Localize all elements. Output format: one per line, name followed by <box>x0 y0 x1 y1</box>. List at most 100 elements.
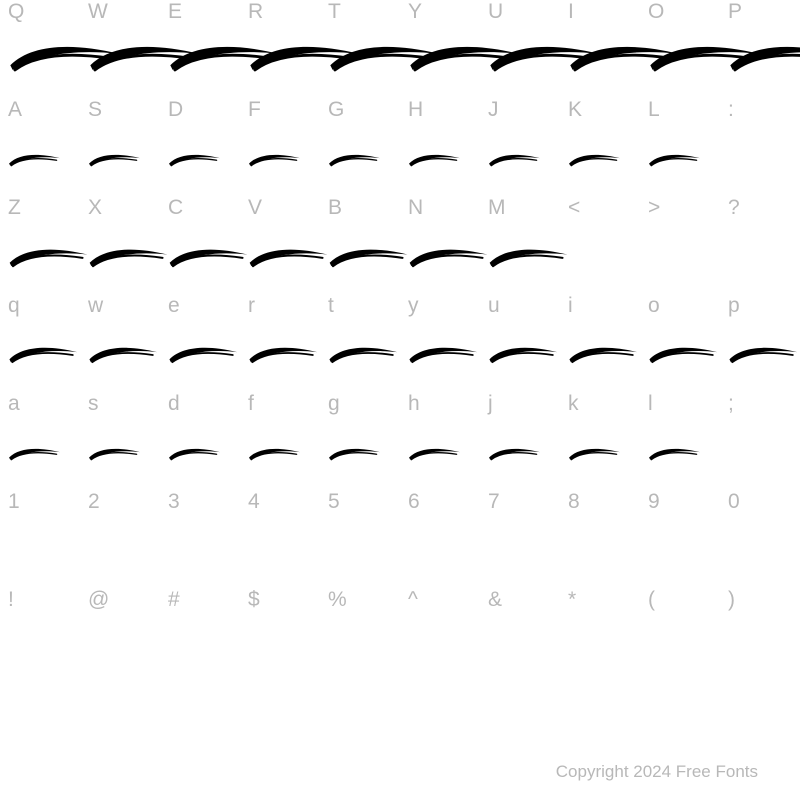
key-label: k <box>568 392 579 416</box>
brush-swoosh-glyph <box>168 28 240 66</box>
key-label: 3 <box>168 490 180 514</box>
key-label: 6 <box>408 490 420 514</box>
brush-swoosh-glyph <box>8 336 80 374</box>
brush-swoosh-glyph <box>648 28 720 66</box>
brush-swoosh-glyph <box>488 336 560 374</box>
char-cell: o <box>648 294 728 339</box>
char-cell: w <box>88 294 168 339</box>
char-cell: R <box>248 0 328 45</box>
key-label: f <box>248 392 254 416</box>
key-label: a <box>8 392 20 416</box>
char-cell: s <box>88 392 168 437</box>
char-cell: t <box>328 294 408 339</box>
brush-swoosh-glyph <box>248 28 320 66</box>
key-label: % <box>328 588 347 612</box>
key-label: ( <box>648 588 655 612</box>
key-label: u <box>488 294 500 318</box>
char-cell: Y <box>408 0 488 45</box>
char-cell: y <box>408 294 488 339</box>
char-cell: X <box>88 196 168 241</box>
char-cell: q <box>8 294 88 339</box>
key-label: D <box>168 98 183 122</box>
key-label: T <box>328 0 341 24</box>
brush-swoosh-glyph <box>408 146 480 184</box>
key-label: g <box>328 392 340 416</box>
brush-swoosh-glyph <box>88 336 160 374</box>
key-label: F <box>248 98 261 122</box>
char-cell: M <box>488 196 568 241</box>
key-label: s <box>88 392 99 416</box>
char-cell: ( <box>648 588 728 633</box>
key-label: l <box>648 392 653 416</box>
key-label: O <box>648 0 664 24</box>
brush-swoosh-glyph <box>568 440 640 478</box>
char-cell: 0 <box>728 490 800 535</box>
key-label: & <box>488 588 502 612</box>
brush-swoosh-glyph <box>88 440 160 478</box>
key-label: w <box>88 294 103 318</box>
brush-swoosh-glyph <box>328 146 400 184</box>
brush-swoosh-glyph <box>328 440 400 478</box>
key-label: U <box>488 0 503 24</box>
key-label: X <box>88 196 102 220</box>
char-cell: 7 <box>488 490 568 535</box>
char-cell: P <box>728 0 800 45</box>
key-label: 9 <box>648 490 660 514</box>
key-label: 4 <box>248 490 260 514</box>
brush-swoosh-glyph <box>8 146 80 184</box>
key-label: R <box>248 0 263 24</box>
char-cell: @ <box>88 588 168 633</box>
char-cell: I <box>568 0 648 45</box>
brush-swoosh-glyph <box>168 336 240 374</box>
char-cell: ^ <box>408 588 488 633</box>
char-cell: : <box>728 98 800 143</box>
key-label: 2 <box>88 490 100 514</box>
brush-swoosh-glyph <box>648 440 720 478</box>
key-label: * <box>568 588 576 612</box>
char-cell: J <box>488 98 568 143</box>
char-cell: H <box>408 98 488 143</box>
key-label: h <box>408 392 420 416</box>
char-cell: * <box>568 588 648 633</box>
brush-swoosh-glyph <box>8 236 80 274</box>
char-cell: S <box>88 98 168 143</box>
char-cell: < <box>568 196 648 241</box>
brush-swoosh-glyph <box>568 28 640 66</box>
char-cell: Z <box>8 196 88 241</box>
key-label: Q <box>8 0 24 24</box>
char-cell: C <box>168 196 248 241</box>
char-cell: > <box>648 196 728 241</box>
brush-swoosh-glyph <box>8 440 80 478</box>
char-cell: d <box>168 392 248 437</box>
char-cell: L <box>648 98 728 143</box>
brush-swoosh-glyph <box>648 146 720 184</box>
char-cell: u <box>488 294 568 339</box>
brush-swoosh-glyph <box>408 336 480 374</box>
brush-swoosh-glyph <box>88 146 160 184</box>
key-label: H <box>408 98 423 122</box>
key-label: Z <box>8 196 21 220</box>
char-cell: G <box>328 98 408 143</box>
brush-swoosh-glyph <box>568 336 640 374</box>
char-cell: Q <box>8 0 88 45</box>
key-label: V <box>248 196 262 220</box>
brush-swoosh-glyph <box>168 440 240 478</box>
key-label: K <box>568 98 582 122</box>
char-cell: j <box>488 392 568 437</box>
char-cell: A <box>8 98 88 143</box>
brush-swoosh-glyph <box>248 146 320 184</box>
key-label: 1 <box>8 490 20 514</box>
key-label: W <box>88 0 108 24</box>
char-cell: i <box>568 294 648 339</box>
char-cell: ; <box>728 392 800 437</box>
key-label: # <box>168 588 180 612</box>
brush-swoosh-glyph <box>488 146 560 184</box>
char-cell: O <box>648 0 728 45</box>
char-cell: & <box>488 588 568 633</box>
char-row: 1234567890 <box>0 490 800 535</box>
brush-swoosh-glyph <box>88 28 160 66</box>
brush-swoosh-glyph <box>408 440 480 478</box>
char-row: Z X C V B N M <>? <box>0 196 800 241</box>
char-cell: U <box>488 0 568 45</box>
char-cell: 6 <box>408 490 488 535</box>
